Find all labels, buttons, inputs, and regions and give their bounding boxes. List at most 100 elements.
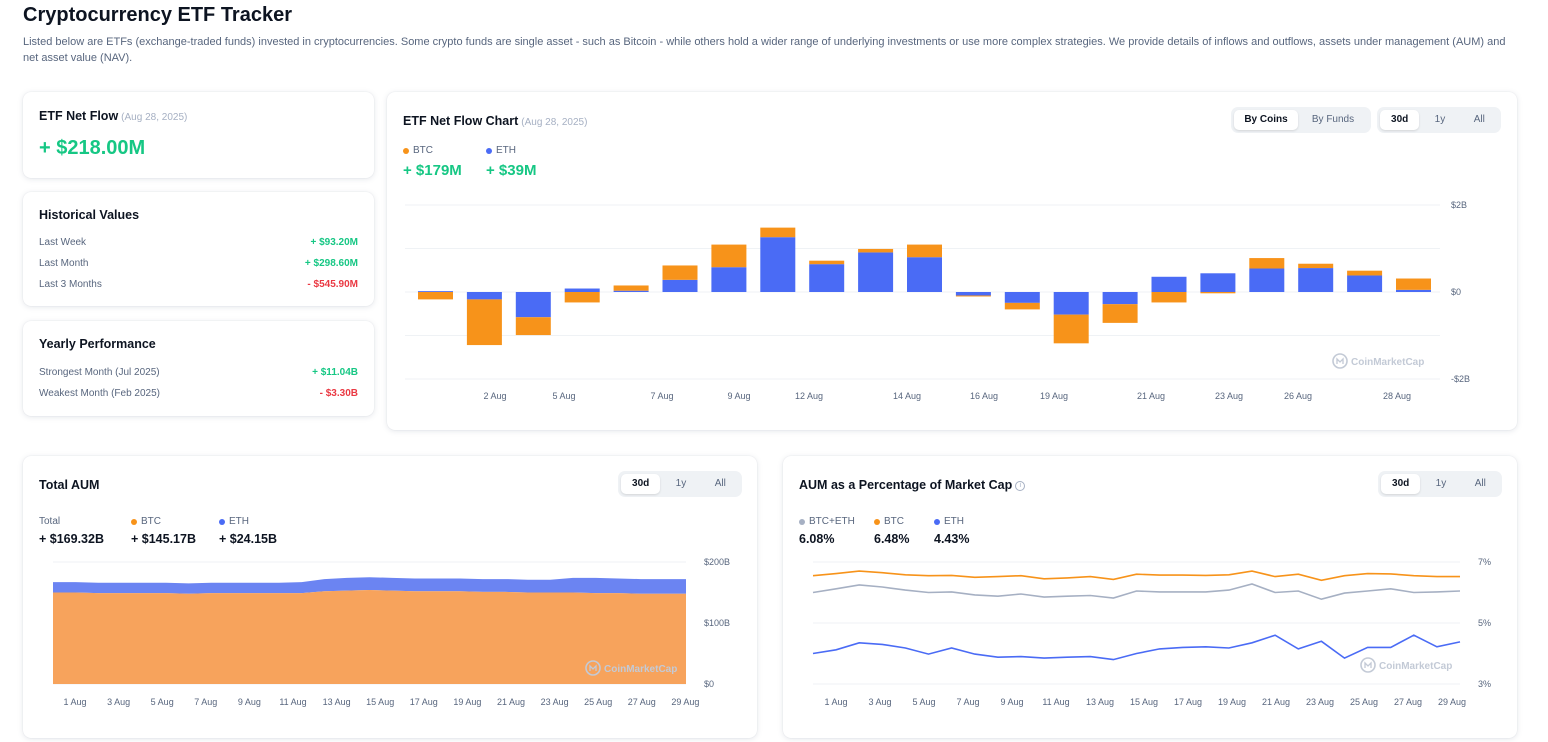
bar-btc (613, 285, 649, 291)
range-1y-tab[interactable]: 1y (675, 478, 687, 489)
bar-btc (1298, 263, 1334, 269)
legend-btc-eth-value: 6.08% (799, 532, 835, 546)
historical-row-last-week: Last Week + $93.20M (39, 237, 358, 248)
x-tick-label: 5 Aug (151, 697, 174, 707)
legend-eth-value: 4.43% (934, 532, 970, 546)
x-tick-label: 17 Aug (1174, 697, 1202, 707)
bar-eth (418, 291, 453, 293)
range-30d-tab[interactable]: 30d (621, 474, 661, 494)
bar-btc (418, 292, 453, 300)
range-1y-tab[interactable]: 1y (1435, 478, 1447, 489)
btc-dot-icon (403, 147, 409, 154)
bar-eth (711, 267, 747, 292)
yearly-performance-title: Yearly Performance (39, 337, 156, 351)
legend-btc-eth-name: BTC+ETH (809, 516, 855, 527)
historical-row-last-month: Last Month + $298.60M (39, 258, 358, 269)
legend-eth: ETH (486, 145, 516, 156)
bar-eth (1298, 268, 1334, 292)
legend-btc: BTC (874, 516, 904, 527)
coinmarketcap-logo-icon (1360, 657, 1376, 673)
bar-eth (1249, 268, 1285, 292)
eth-dot-icon (934, 518, 940, 525)
x-tick-label: 28 Aug (1383, 391, 1411, 401)
area-eth (53, 577, 686, 594)
x-tick-label: 7 Aug (194, 697, 217, 707)
bar-eth (613, 290, 649, 292)
bar-eth (515, 292, 551, 318)
legend-eth-name: ETH (229, 516, 249, 527)
net-flow-card: ETF Net Flow (Aug 28, 2025) + $218.00M (23, 92, 374, 178)
x-tick-label: 29 Aug (671, 697, 699, 707)
range-30d-tab[interactable]: 30d (1380, 110, 1420, 130)
range-all-tab[interactable]: All (1474, 478, 1486, 489)
bar-btc (515, 317, 551, 336)
bar-btc (1396, 278, 1431, 290)
legend-btc-name: BTC (141, 516, 161, 527)
net-flow-chart: $2B $0 -$2B 2 Aug 5 Aug 7 Aug 9 Aug 12 Aug 14 Au… (405, 200, 1470, 401)
btc-eth-dot-icon (799, 518, 805, 525)
line-btc (812, 570, 1460, 582)
range-1y-tab[interactable]: 1y (1434, 114, 1446, 125)
x-tick-label: 27 Aug (628, 697, 656, 707)
net-flow-title-text: ETF Net Flow (39, 109, 119, 123)
y-tick-label: $0 (704, 679, 714, 689)
bar-eth (907, 257, 942, 292)
x-tick-label: 1 Aug (824, 697, 847, 707)
x-tick-label: 15 Aug (366, 697, 394, 707)
bar-btc (1200, 292, 1236, 294)
range-30d-tab[interactable]: 30d (1381, 474, 1421, 494)
coinmarketcap-logo-icon (1364, 661, 1372, 668)
pct-range-toggle: 30d 1y All (1378, 471, 1502, 497)
legend-eth-name: ETH (944, 516, 964, 527)
y-tick-label: -$2B (1451, 374, 1470, 384)
by-coins-tab[interactable]: By Coins (1234, 110, 1298, 130)
line-btc-eth (812, 583, 1461, 601)
total-aum-card: Total AUM 30d 1y All Total + $169.32B BT… (23, 456, 757, 738)
net-flow-title: ETF Net Flow (Aug 28, 2025) (39, 109, 187, 123)
x-tick-label: 3 Aug (107, 697, 130, 707)
x-tick-label: 15 Aug (1130, 697, 1158, 707)
area-btc (53, 590, 686, 684)
bar-eth (955, 292, 991, 296)
flow-range-toggle: 30d 1y All (1377, 107, 1501, 133)
coinmarketcap-logo-icon (589, 664, 597, 671)
bar-btc (564, 292, 600, 303)
x-tick-label: 9 Aug (727, 391, 750, 401)
y-tick-label: 5% (1478, 618, 1491, 628)
x-tick-label: 19 Aug (453, 697, 481, 707)
historical-value: - $545.90M (307, 279, 358, 290)
y-tick-label: $200B (704, 557, 730, 567)
y-tick-label: 7% (1478, 557, 1491, 567)
x-tick-label: 19 Aug (1218, 697, 1246, 707)
bar-eth (564, 288, 600, 292)
yearly-label: Strongest Month (Jul 2025) (39, 367, 160, 378)
historical-label: Last 3 Months (39, 279, 102, 290)
net-flow-chart-date: (Aug 28, 2025) (521, 117, 588, 128)
bar-btc (809, 260, 845, 265)
x-tick-label: 17 Aug (410, 697, 438, 707)
bar-btc (1102, 304, 1138, 323)
x-tick-label: 9 Aug (238, 697, 261, 707)
watermark: CoinMarketCap (1351, 357, 1424, 368)
historical-label: Last Month (39, 258, 89, 269)
legend-total: Total (39, 516, 60, 527)
range-all-tab[interactable]: All (1473, 114, 1485, 125)
legend-btc: BTC (131, 516, 161, 527)
bar-eth (1200, 273, 1236, 292)
net-flow-date: (Aug 28, 2025) (121, 112, 188, 123)
legend-btc-eth: BTC+ETH (799, 516, 855, 527)
bar-btc (1053, 314, 1089, 344)
coinmarketcap-logo-icon (1332, 353, 1348, 369)
legend-total-value: + $169.32B (39, 532, 104, 546)
info-icon[interactable]: i (1015, 480, 1026, 491)
coinmarketcap-logo-icon (585, 660, 601, 676)
historical-row-last-3-months: Last 3 Months - $545.90M (39, 279, 358, 290)
x-tick-label: 26 Aug (1284, 391, 1312, 401)
by-funds-tab[interactable]: By Funds (1311, 114, 1355, 125)
x-tick-label: 2 Aug (483, 391, 506, 401)
yearly-performance-card: Yearly Performance Strongest Month (Jul … (23, 321, 374, 416)
legend-btc: BTC (403, 145, 433, 156)
x-tick-label: 14 Aug (893, 391, 921, 401)
historical-value: + $93.20M (310, 237, 358, 248)
range-all-tab[interactable]: All (714, 478, 726, 489)
